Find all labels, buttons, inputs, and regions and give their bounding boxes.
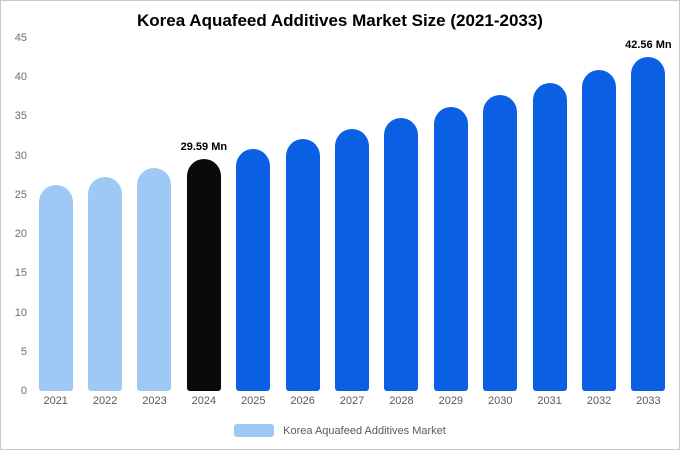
legend-label: Korea Aquafeed Additives Market xyxy=(283,424,446,437)
bar-slot-2027: 2027 xyxy=(327,38,376,407)
bar-2026 xyxy=(285,139,320,391)
x-axis-tick-label: 2029 xyxy=(438,395,464,407)
y-axis-tick-label: 10 xyxy=(14,306,27,319)
y-axis-tick-label: 35 xyxy=(14,110,27,123)
bar-value-label: 29.59 Mn xyxy=(180,140,228,153)
bar-2032 xyxy=(581,70,616,391)
y-axis-tick-label: 30 xyxy=(14,149,27,162)
bar-slot-2032: 2032 xyxy=(574,38,623,407)
x-axis-tick-label: 2033 xyxy=(636,395,661,407)
y-axis-tick-label: 40 xyxy=(14,71,27,84)
bar-value-label: 42.56 Mn xyxy=(625,39,672,52)
legend: Korea Aquafeed Additives Market xyxy=(1,424,679,437)
bar-2022 xyxy=(88,176,123,391)
x-axis-tick-label: 2024 xyxy=(191,395,217,407)
x-axis-tick-label: 2031 xyxy=(537,395,562,407)
y-axis: 0 5 10 15 20 25 30 35 40 45 xyxy=(7,32,31,397)
bar-slot-2031: 2031 xyxy=(525,38,574,407)
bar-slot-2023: 2023 xyxy=(130,38,179,407)
y-axis-tick-label: 15 xyxy=(14,267,27,280)
legend-swatch xyxy=(234,424,275,437)
bar-slot-2024: 2024 29.59 Mn xyxy=(179,38,228,407)
y-axis-tick-label: 5 xyxy=(20,345,27,358)
y-axis-tick-label: 0 xyxy=(20,385,27,397)
x-axis-tick-label: 2027 xyxy=(339,395,365,407)
bar-2028 xyxy=(384,118,419,391)
bar-2023 xyxy=(137,168,172,391)
bar-2031 xyxy=(532,82,567,391)
x-axis-tick-label: 2021 xyxy=(43,395,68,407)
x-axis-tick-label: 2023 xyxy=(142,395,167,407)
bar-2033 xyxy=(631,57,666,391)
bar-2024 xyxy=(186,158,221,391)
bar-2021 xyxy=(38,185,73,391)
chart-title: Korea Aquafeed Additives Market Size (20… xyxy=(137,11,543,30)
y-axis-tick-label: 25 xyxy=(14,188,27,201)
bar-slot-2030: 2030 xyxy=(476,38,525,407)
bar-slot-2022: 2022 xyxy=(80,38,129,407)
bar-slot-2029: 2029 xyxy=(426,38,475,407)
x-axis-tick-label: 2026 xyxy=(290,395,315,407)
x-axis-tick-label: 2032 xyxy=(586,395,612,407)
bar-slot-2026: 2026 xyxy=(278,38,327,407)
bar-slot-2033: 2033 42.56 Mn xyxy=(624,38,673,407)
y-axis-tick-label: 45 xyxy=(14,32,27,44)
bar-2030 xyxy=(483,95,518,391)
y-axis-tick-label: 20 xyxy=(14,228,27,241)
bar-slot-2025: 2025 xyxy=(229,38,278,407)
chart-area: 0 5 10 15 20 25 30 35 40 45 2021 2022 2023 2024 29.59… xyxy=(1,32,679,407)
x-axis-tick-label: 2028 xyxy=(389,395,414,407)
x-axis-tick-label: 2022 xyxy=(92,395,118,407)
plot-area: 2021 2022 2023 2024 29.59 Mn 2025 2026 2027 2028… xyxy=(31,38,673,407)
x-axis-tick-label: 2025 xyxy=(241,395,266,407)
bar-slot-2021: 2021 xyxy=(31,38,80,407)
bar-slot-2028: 2028 xyxy=(377,38,426,407)
bar-2029 xyxy=(433,107,468,391)
bar-2027 xyxy=(335,129,370,391)
x-axis-tick-label: 2030 xyxy=(487,395,513,407)
bar-2025 xyxy=(236,149,271,391)
